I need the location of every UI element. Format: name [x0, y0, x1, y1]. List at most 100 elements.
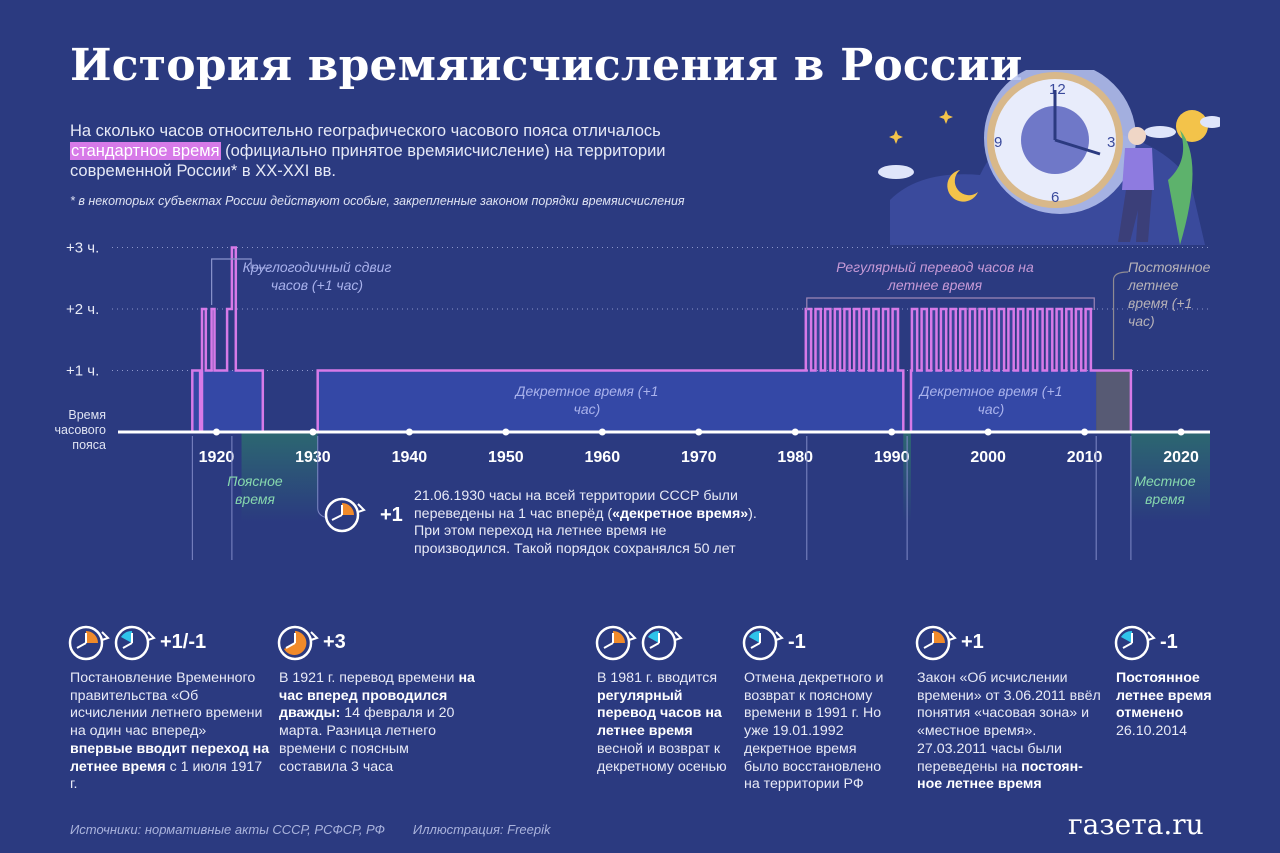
area-fill	[1037, 309, 1043, 371]
x-tick-mark	[598, 428, 606, 436]
area-fill	[910, 370, 1097, 432]
event-badge: -1	[788, 630, 806, 653]
event-text-part: В 1981 г. вводится	[597, 670, 718, 686]
event-1930-bold: «декретное время»	[612, 505, 749, 522]
event-text-bold: впервые вводит переход на летнее время	[70, 740, 270, 775]
x-tick-label: 2000	[970, 449, 1006, 466]
y-tick-label: +2 ч.	[66, 301, 99, 318]
area-fill	[1008, 309, 1014, 371]
person-body	[1122, 148, 1154, 190]
area-fill	[1075, 309, 1082, 371]
event-text-part: 14 февраля и 20 марта. Разница летнего в…	[279, 705, 455, 775]
clock-back-icon	[740, 625, 786, 661]
event-text-part: В 1921 г. перевод времени	[279, 670, 459, 686]
moon-icon	[947, 170, 978, 202]
person-head	[1128, 127, 1146, 145]
subtitle-post: (официально принятое времяисчисление) на…	[70, 142, 666, 180]
event-text: В 1981 г. вводится регулярный перевод ча…	[597, 670, 737, 776]
x-tick-mark	[695, 428, 703, 436]
x-tick-labels: 1920 1930 1940 1950 1960 1970 1980 1990 2000 2010…	[199, 428, 1199, 466]
annotation-round-year: Круглогодичный сдвиг часов (+1 час)	[242, 259, 392, 293]
star-icon	[889, 130, 903, 144]
x-tick-mark	[212, 428, 220, 436]
annotation-brackets	[211, 258, 1129, 360]
cloud-icon	[878, 165, 914, 179]
event-text-bold: Постоянное летнее время отменено	[1116, 670, 1212, 722]
clock-back-icon	[1112, 625, 1158, 661]
clock-number: 6	[1051, 189, 1059, 206]
y-baseline-label: Время часового пояса	[54, 408, 107, 452]
clock-number: 3	[1107, 134, 1115, 151]
person-legs	[1118, 190, 1152, 242]
x-tick-label: 1990	[874, 449, 910, 466]
annotation-permanent-summer: Постоянное летнее время (+1 час)	[1128, 259, 1211, 329]
event-text: Постановление Временного правительства «…	[70, 670, 270, 794]
event-1930-text: 21.06.1930 часы на всей территории СССР …	[414, 488, 766, 559]
clock-forward-icon	[275, 625, 321, 661]
illustration-credit: Иллюстрация: Freepik	[412, 822, 551, 837]
clock-number: 12	[1049, 81, 1066, 98]
event-1930-badge: +1	[380, 504, 403, 526]
event-text-part: Постановление Временного правительства «…	[70, 670, 263, 740]
x-tick-label: 1970	[681, 449, 717, 466]
event-text-bold: постоян-ное летнее время	[917, 758, 1083, 793]
leaf-icon	[1168, 130, 1193, 245]
bracket	[806, 297, 1095, 310]
area-fill	[834, 309, 841, 371]
subtitle-highlight: стандартное время	[70, 142, 221, 160]
area-fill	[940, 309, 947, 371]
area-fill	[1056, 309, 1062, 371]
area-fill	[960, 309, 966, 371]
area-fill	[998, 309, 1005, 371]
event-1930-pre: 21.06.1930 часы на всей территории СССР …	[414, 488, 738, 522]
sun-icon	[1176, 110, 1208, 142]
cloud-icon	[1200, 116, 1220, 128]
area-fill	[950, 309, 956, 371]
area-fill	[854, 309, 860, 371]
area-fill	[1066, 309, 1072, 371]
page-title: История времяисчисления в России	[70, 40, 1023, 91]
clock-forward-icon	[66, 625, 112, 661]
area-fill	[844, 309, 850, 371]
event-text: Отмена декретного и возврат к поясному в…	[744, 670, 894, 794]
clock-back-icon	[639, 625, 685, 661]
y-tick-label: +3 ч.	[66, 240, 99, 257]
clock-forward-icon	[593, 625, 639, 661]
event-header	[593, 622, 685, 662]
x-tick-mark	[888, 428, 896, 436]
clock-hand	[1054, 138, 1101, 156]
area-fill	[1027, 309, 1033, 371]
area-fill	[317, 370, 904, 432]
footer-sources: Источники: нормативные акты СССР, РСФСР,…	[70, 822, 578, 837]
annotation-decree-2: Декретное время (+1 час)	[919, 383, 1063, 417]
zone-fill	[1130, 432, 1210, 522]
area-fill	[931, 309, 937, 371]
event-text-part: Закон «Об исчислении времени» от 3.06.20…	[917, 670, 1101, 775]
x-tick-label: 2010	[1067, 449, 1103, 466]
bracket	[1112, 271, 1129, 360]
timeline-chart: 1920 1930 1940 1950 1960 1970 1980 1990 2000 2010…	[66, 240, 1210, 560]
event-text-bold: регулярный перевод часов на летнее время	[597, 687, 722, 740]
area-fill	[989, 309, 995, 371]
event-header: +3	[275, 622, 346, 662]
annotation-zone-belt: Поясное время	[227, 473, 283, 507]
y-tick-label: +1 ч.	[66, 363, 99, 380]
x-tick-mark	[984, 428, 992, 436]
x-tick-mark	[791, 428, 799, 436]
area-fill	[911, 309, 918, 371]
area-fill	[1018, 309, 1024, 371]
clock-forward-icon	[913, 625, 959, 661]
x-tick-mark	[502, 428, 510, 436]
event-header: +1/-1	[66, 622, 206, 662]
series-line	[120, 246, 1210, 434]
event-badge: +1	[961, 630, 984, 653]
event-badge: +3	[323, 630, 346, 653]
x-tick-label: 1980	[777, 449, 813, 466]
event-text-part: с 1 июля 1917 г.	[70, 758, 263, 793]
annotation-summer-regular: Регулярный перевод часов на летнее время	[836, 259, 1034, 293]
x-tick-label: 1930	[295, 449, 331, 466]
area-fill	[883, 309, 889, 371]
annotation-zone-local: Местное время	[1134, 473, 1196, 507]
event-text-part: весной и возврат к декретному осенью	[597, 740, 727, 775]
leader-line	[191, 436, 193, 560]
